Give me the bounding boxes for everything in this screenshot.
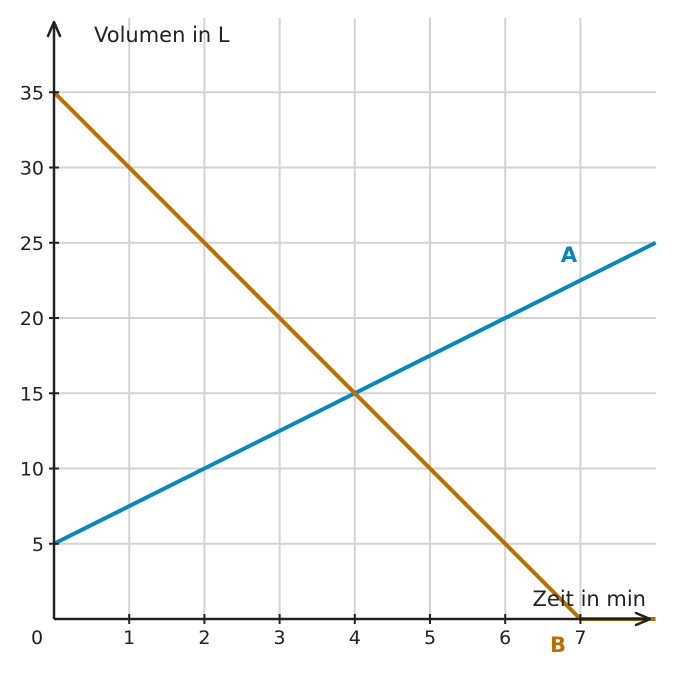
x-tick-label-5: 5	[424, 627, 436, 649]
y-tick-label-10: 10	[20, 459, 44, 481]
x-tick-label-4: 4	[349, 627, 361, 649]
y-axis-arrow	[46, 20, 62, 38]
series-a-label: A	[561, 243, 578, 267]
series-b-label: B	[550, 633, 566, 657]
labels: Volumen in L Zeit in min 0 1 2 3 4 5 6 7 5 10 15 2…	[20, 23, 646, 657]
y-tick-label-5: 5	[32, 534, 44, 556]
x-tick-label-2: 2	[198, 627, 210, 649]
y-tick-label-30: 30	[20, 158, 44, 180]
y-tick-label-35: 35	[20, 82, 44, 104]
y-tick-label-20: 20	[20, 308, 44, 330]
x-axis-label: Zeit in min	[533, 587, 646, 611]
x-tick-label-3: 3	[274, 627, 286, 649]
x-tick-label-7: 7	[574, 627, 586, 649]
y-tick-label-25: 25	[20, 233, 44, 255]
origin-label: 0	[31, 627, 43, 649]
x-tick-label-1: 1	[123, 627, 135, 649]
grid	[54, 18, 656, 619]
axes	[46, 20, 652, 627]
y-axis-label: Volumen in L	[94, 23, 230, 47]
x-axis-arrow	[634, 611, 652, 627]
x-tick-label-6: 6	[499, 627, 511, 649]
y-tick-label-15: 15	[20, 383, 44, 405]
